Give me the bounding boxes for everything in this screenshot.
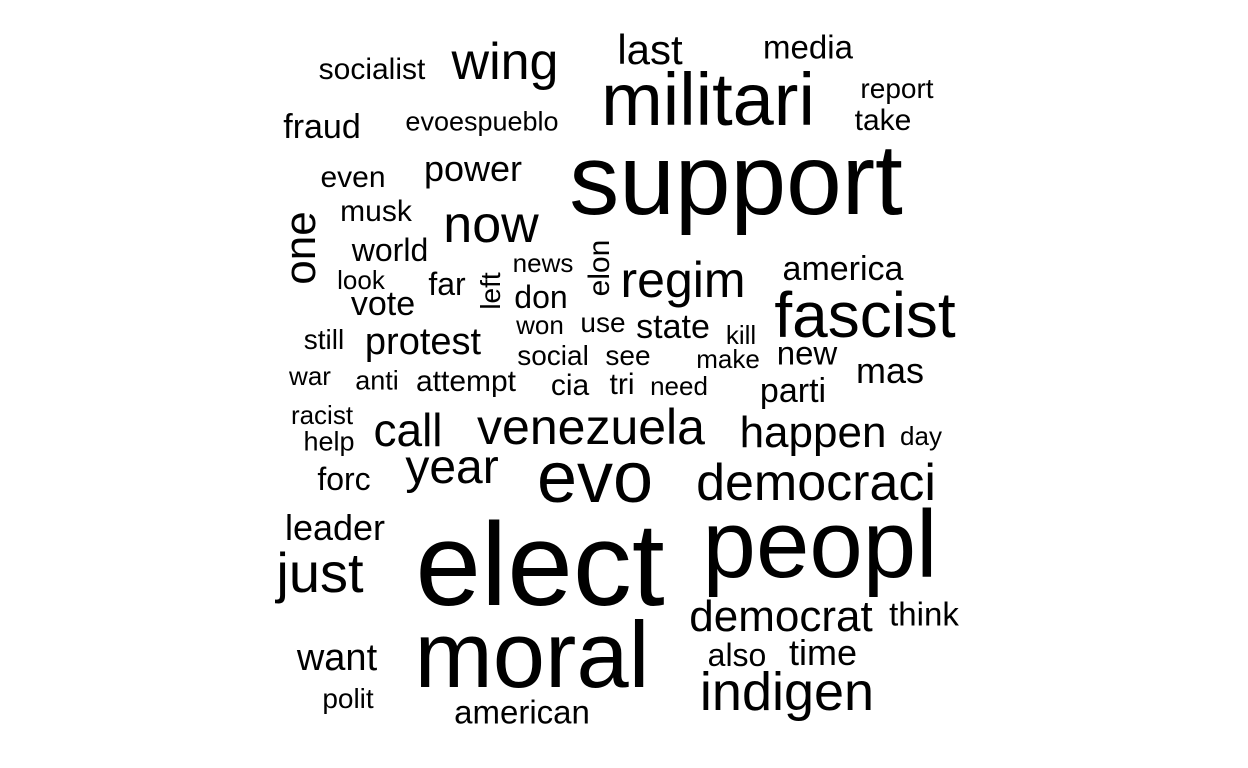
cloud-word-won: won [516, 310, 564, 340]
cloud-word-take: take [854, 104, 912, 137]
cloud-word-war: war [289, 361, 331, 391]
cloud-word-still: still [303, 324, 345, 355]
cloud-word-last: last [617, 26, 683, 73]
cloud-word-new: new [776, 334, 838, 372]
cloud-word-day: day [900, 421, 942, 451]
cloud-word-make: make [696, 344, 760, 374]
cloud-word-happen: happen [739, 408, 887, 457]
cloud-word-parti: parti [759, 372, 827, 410]
cloud-word-also: also [707, 637, 767, 673]
cloud-word-cia: cia [550, 369, 590, 402]
cloud-word-world: world [351, 232, 429, 268]
cloud-word-polit: polit [322, 683, 374, 714]
cloud-word-just: just [276, 541, 364, 604]
cloud-word-socialist: socialist [318, 53, 426, 86]
cloud-word-fraud: fraud [283, 108, 361, 146]
cloud-word-news: news [512, 248, 574, 278]
cloud-word-peopl: peopl [702, 491, 938, 598]
cloud-word-elect: elect [415, 499, 665, 631]
cloud-word-leader: leader [284, 507, 386, 548]
cloud-word-even: even [320, 161, 386, 194]
cloud-word-democraci: democraci [696, 454, 936, 512]
cloud-word-protest: protest [364, 321, 482, 363]
cloud-word-state: state [636, 308, 710, 346]
cloud-word-far: far [428, 266, 466, 302]
cloud-word-help: help [303, 426, 355, 457]
cloud-word-wing: wing [451, 33, 559, 91]
cloud-word-social: social [517, 340, 589, 371]
cloud-word-venezuela: venezuela [477, 399, 705, 455]
cloud-word-democrat: democrat [689, 592, 873, 641]
cloud-word-time: time [788, 632, 858, 673]
cloud-word-call: call [373, 404, 443, 456]
cloud-word-left: left [475, 272, 506, 310]
cloud-word-report: report [860, 73, 934, 104]
cloud-word-mas: mas [855, 350, 925, 391]
cloud-word-american: american [454, 693, 590, 731]
cloud-word-elon: elon [583, 239, 616, 297]
cloud-word-regim: regim [620, 252, 746, 308]
cloud-word-year: year [405, 441, 499, 494]
cloud-word-indigen: indigen [699, 662, 875, 722]
cloud-word-now: now [443, 196, 539, 254]
cloud-word-one: one [276, 211, 325, 285]
cloud-word-think: think [889, 595, 959, 633]
cloud-word-use: use [580, 307, 626, 338]
cloud-word-need: need [650, 371, 708, 401]
cloud-word-evo: evo [536, 438, 654, 518]
cloud-word-forc: forc [317, 461, 371, 497]
cloud-word-want: want [296, 637, 378, 679]
cloud-word-power: power [423, 148, 523, 189]
cloud-word-anti: anti [355, 365, 399, 396]
cloud-word-moral: moral [414, 602, 650, 707]
cloud-word-musk: musk [340, 195, 412, 228]
cloud-word-fascist: fascist [774, 279, 956, 351]
cloud-word-tri: tri [609, 368, 635, 401]
cloud-word-see: see [605, 340, 651, 371]
cloud-word-vote: vote [350, 285, 416, 323]
cloud-word-america: america [782, 250, 904, 288]
cloud-word-don: don [514, 279, 568, 315]
cloud-word-kill: kill [725, 320, 757, 350]
cloud-word-media: media [763, 28, 853, 66]
cloud-word-racist: racist [290, 400, 354, 430]
cloud-word-attempt: attempt [415, 365, 517, 398]
cloud-word-support: support [569, 124, 903, 236]
cloud-word-look: look [337, 265, 385, 295]
cloud-word-evoespueblo: evoespueblo [405, 106, 559, 137]
cloud-word-militari: militari [601, 58, 815, 141]
